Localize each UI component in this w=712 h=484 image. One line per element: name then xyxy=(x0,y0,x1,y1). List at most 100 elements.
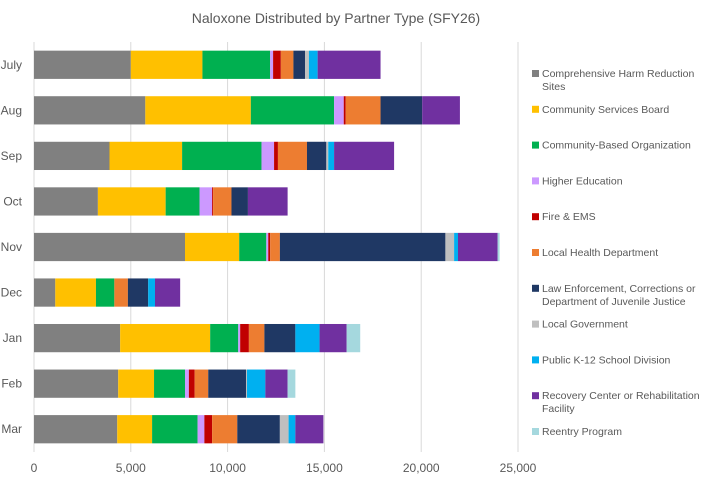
bar-segment xyxy=(97,187,166,216)
bar-segment xyxy=(185,232,240,262)
x-tick-label: 15,000 xyxy=(306,461,343,475)
bar-segment xyxy=(152,415,198,444)
bar-group-mar xyxy=(34,415,324,444)
bar-segment xyxy=(308,50,318,79)
bar-segment xyxy=(280,50,294,79)
bar-group-oct xyxy=(34,187,288,216)
bar-segment xyxy=(293,50,306,79)
bar-segment xyxy=(247,187,288,216)
bar-segment xyxy=(109,141,183,171)
legend-label: Higher Education xyxy=(542,175,623,187)
bar-segment xyxy=(237,415,280,444)
legend-label: Local Government xyxy=(542,319,628,331)
bar-segment xyxy=(239,232,267,262)
bar-segment xyxy=(334,141,395,171)
legend-swatch xyxy=(532,105,539,113)
bar-segment xyxy=(380,96,423,125)
bar-segment xyxy=(454,232,458,262)
y-tick-label: Aug xyxy=(1,103,22,117)
legend-item: Reentry Program xyxy=(532,426,622,438)
y-tick-label: Sep xyxy=(1,149,23,163)
bar-segment xyxy=(194,369,209,398)
legend-item: Community-Based Organization xyxy=(532,140,691,152)
bars xyxy=(34,50,500,444)
legend-item: Community Services Board xyxy=(532,104,669,116)
bar-segment xyxy=(188,369,195,398)
legend-item: Law Enforcement, Corrections or Departmen… xyxy=(532,283,696,308)
bar-segment xyxy=(34,187,98,216)
bar-segment xyxy=(328,141,335,171)
bar-segment xyxy=(245,369,247,398)
legend-label: Law Enforcement, Corrections or Departmen… xyxy=(542,283,696,308)
bar-segment xyxy=(34,50,131,79)
bar-segment xyxy=(114,278,128,307)
bar-group-aug xyxy=(34,96,460,125)
legend-item: Fire & EMS xyxy=(532,211,596,223)
bar-segment xyxy=(127,278,149,307)
bar-group-jan xyxy=(34,323,361,353)
bar-segment xyxy=(266,232,269,262)
bar-segment xyxy=(334,96,344,125)
legend-label: Public K-12 School Division xyxy=(542,354,671,366)
y-tick-label: Jan xyxy=(3,331,22,345)
bar-segment xyxy=(208,369,246,398)
bar-group-july xyxy=(34,50,381,79)
bar-segment xyxy=(274,141,278,171)
bar-segment xyxy=(264,323,296,353)
bar-segment xyxy=(277,141,307,171)
x-tick-label: 10,000 xyxy=(209,461,246,475)
bar-segment xyxy=(270,232,280,262)
legend-item: Local Health Department xyxy=(532,247,658,259)
bar-segment xyxy=(34,415,118,444)
bar-segment xyxy=(265,369,288,398)
legend-label: Recovery Center or Rehabilitation Facilit… xyxy=(542,390,700,415)
bar-segment xyxy=(268,232,271,262)
bar-segment xyxy=(279,415,289,444)
bar-segment xyxy=(154,369,186,398)
bar-segment xyxy=(95,278,115,307)
legend-swatch xyxy=(532,213,539,221)
bar-segment xyxy=(457,232,498,262)
legend-label: Comprehensive Harm Reduction Sites xyxy=(542,68,694,93)
bar-segment xyxy=(34,278,56,307)
bar-segment xyxy=(295,323,320,353)
bar-group-sep xyxy=(34,141,395,171)
bar-segment xyxy=(155,278,181,307)
bar-segment xyxy=(130,50,203,79)
legend-item: Higher Education xyxy=(532,175,623,187)
bar-group-nov xyxy=(34,232,500,262)
bar-segment xyxy=(240,323,249,353)
bar-segment xyxy=(210,323,239,353)
bar-segment xyxy=(261,141,275,171)
legend: Comprehensive Harm Reduction Sites Communi… xyxy=(532,68,700,438)
bar-segment xyxy=(165,187,200,216)
legend-label: Local Health Department xyxy=(542,247,658,259)
bar-segment xyxy=(120,323,211,353)
y-tick-label: Nov xyxy=(1,240,22,254)
y-tick-label: Mar xyxy=(1,422,22,436)
bar-segment xyxy=(199,187,213,216)
bar-segment xyxy=(34,232,186,262)
bar-segment xyxy=(270,50,274,79)
legend-label: Community Services Board xyxy=(542,104,669,116)
bar-segment xyxy=(346,323,361,353)
bar-segment xyxy=(55,278,96,307)
x-tick-label: 0 xyxy=(31,461,38,475)
legend-swatch xyxy=(532,428,539,435)
legend-item: Recovery Center or Rehabilitation Facilit… xyxy=(532,390,700,415)
bar-segment xyxy=(319,323,347,353)
bar-segment xyxy=(231,187,248,216)
legend-label: Reentry Program xyxy=(542,426,622,438)
bar-segment xyxy=(117,415,153,444)
y-tick-label: July xyxy=(1,58,22,72)
legend-item: Public K-12 School Division xyxy=(532,354,671,366)
chart-title: Naloxone Distributed by Partner Type (SF… xyxy=(192,10,480,26)
bar-segment xyxy=(185,369,189,398)
bar-segment xyxy=(326,141,329,171)
bar-segment xyxy=(288,415,296,444)
bar-segment xyxy=(273,50,281,79)
bar-segment xyxy=(248,323,265,353)
bar-segment xyxy=(213,187,232,216)
